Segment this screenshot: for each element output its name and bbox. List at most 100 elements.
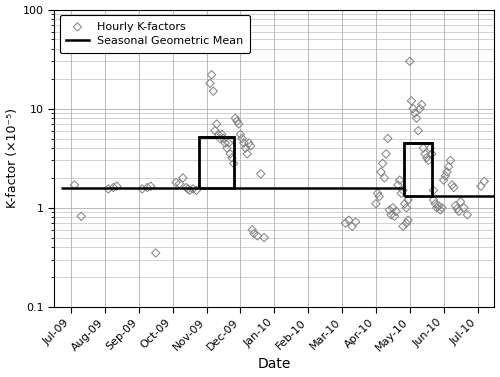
Hourly K-factors [243,151,251,157]
Hourly K-factors [448,182,456,188]
Hourly K-factors [389,205,397,211]
Hourly K-factors [212,121,220,127]
Hourly K-factors [104,186,112,192]
Hourly K-factors [210,88,218,94]
Hourly K-factors [411,110,419,116]
Hourly K-factors [380,175,388,181]
Hourly K-factors [254,233,262,239]
X-axis label: Date: Date [258,357,291,371]
Hourly K-factors [245,140,253,146]
Hourly K-factors [223,145,231,151]
Hourly K-factors [408,98,416,104]
Hourly K-factors [404,197,412,203]
Hourly K-factors [440,177,448,183]
Hourly K-factors [428,151,436,157]
Hourly K-factors [208,72,216,78]
Hourly K-factors [412,115,420,121]
Hourly K-factors [246,143,254,149]
Hourly K-factors [342,220,349,226]
Hourly K-factors [138,186,146,192]
Hourly K-factors [214,131,222,137]
Hourly K-factors [226,151,234,157]
Hourly K-factors [443,169,451,175]
Hourly K-factors [400,201,408,207]
Hourly K-factors [172,179,180,185]
Hourly K-factors [456,199,464,205]
Hourly K-factors [221,140,229,146]
Hourly K-factors [378,161,386,167]
Hourly K-factors [184,186,192,192]
Hourly K-factors [420,145,428,151]
Hourly K-factors [402,220,410,226]
Hourly K-factors [206,80,214,86]
Hourly K-factors [396,177,404,183]
Hourly K-factors [372,201,380,207]
Hourly K-factors [376,193,384,199]
Hourly K-factors [426,145,434,151]
Hourly K-factors [382,151,390,157]
Hourly K-factors [402,205,410,211]
Hourly K-factors [77,213,85,219]
Hourly K-factors [179,175,187,181]
Hourly K-factors [250,230,258,236]
Hourly K-factors [110,184,118,190]
Hourly K-factors [422,155,430,161]
Hourly K-factors [418,101,426,107]
Hourly K-factors [144,184,152,190]
Hourly K-factors [444,164,452,170]
Hourly K-factors [453,205,461,211]
Hourly K-factors [430,187,438,193]
Hourly K-factors [436,207,444,213]
Hourly K-factors [464,212,471,218]
Hourly K-factors [224,140,232,146]
Hourly K-factors [248,227,256,233]
Hourly K-factors [392,208,400,215]
Y-axis label: K-factor (×10⁻⁵): K-factor (×10⁻⁵) [6,108,18,208]
Hourly K-factors [414,128,422,134]
Hourly K-factors [438,205,446,211]
Hourly K-factors [446,158,454,164]
Legend: Hourly K-factors, Seasonal Geometric Mean: Hourly K-factors, Seasonal Geometric Mea… [60,15,250,53]
Hourly K-factors [431,201,439,207]
Hourly K-factors [113,183,121,189]
Hourly K-factors [348,223,356,229]
Hourly K-factors [70,182,78,188]
Hourly K-factors [450,184,458,190]
Hourly K-factors [452,203,460,209]
Hourly K-factors [234,121,242,127]
Hourly K-factors [228,155,236,161]
Hourly K-factors [374,190,382,196]
Hourly K-factors [176,181,184,187]
Hourly K-factors [230,161,237,167]
Hourly K-factors [434,203,442,209]
Hourly K-factors [424,158,432,164]
Hourly K-factors [236,131,244,137]
Hourly K-factors [352,219,360,225]
Hourly K-factors [218,131,226,137]
Hourly K-factors [387,212,395,218]
Hourly K-factors [238,135,246,141]
Hourly K-factors [398,190,406,196]
Hourly K-factors [216,135,224,141]
Hourly K-factors [442,173,450,179]
Hourly K-factors [233,118,241,124]
Hourly K-factors [260,234,268,241]
Hourly K-factors [390,213,398,219]
Hourly K-factors [220,135,228,141]
Hourly K-factors [186,187,194,193]
Hourly K-factors [480,178,488,184]
Hourly K-factors [386,207,394,213]
Hourly K-factors [211,128,219,134]
Hourly K-factors [152,250,160,256]
Hourly K-factors [240,140,248,146]
Hourly K-factors [232,115,239,121]
Hourly K-factors [409,106,417,112]
Hourly K-factors [455,208,463,215]
Hourly K-factors [182,184,190,190]
Hourly K-factors [384,135,392,141]
Hourly K-factors [399,223,407,229]
Hourly K-factors [394,182,402,188]
Hourly K-factors [377,169,385,175]
Hourly K-factors [404,217,412,223]
Hourly K-factors [189,186,197,192]
